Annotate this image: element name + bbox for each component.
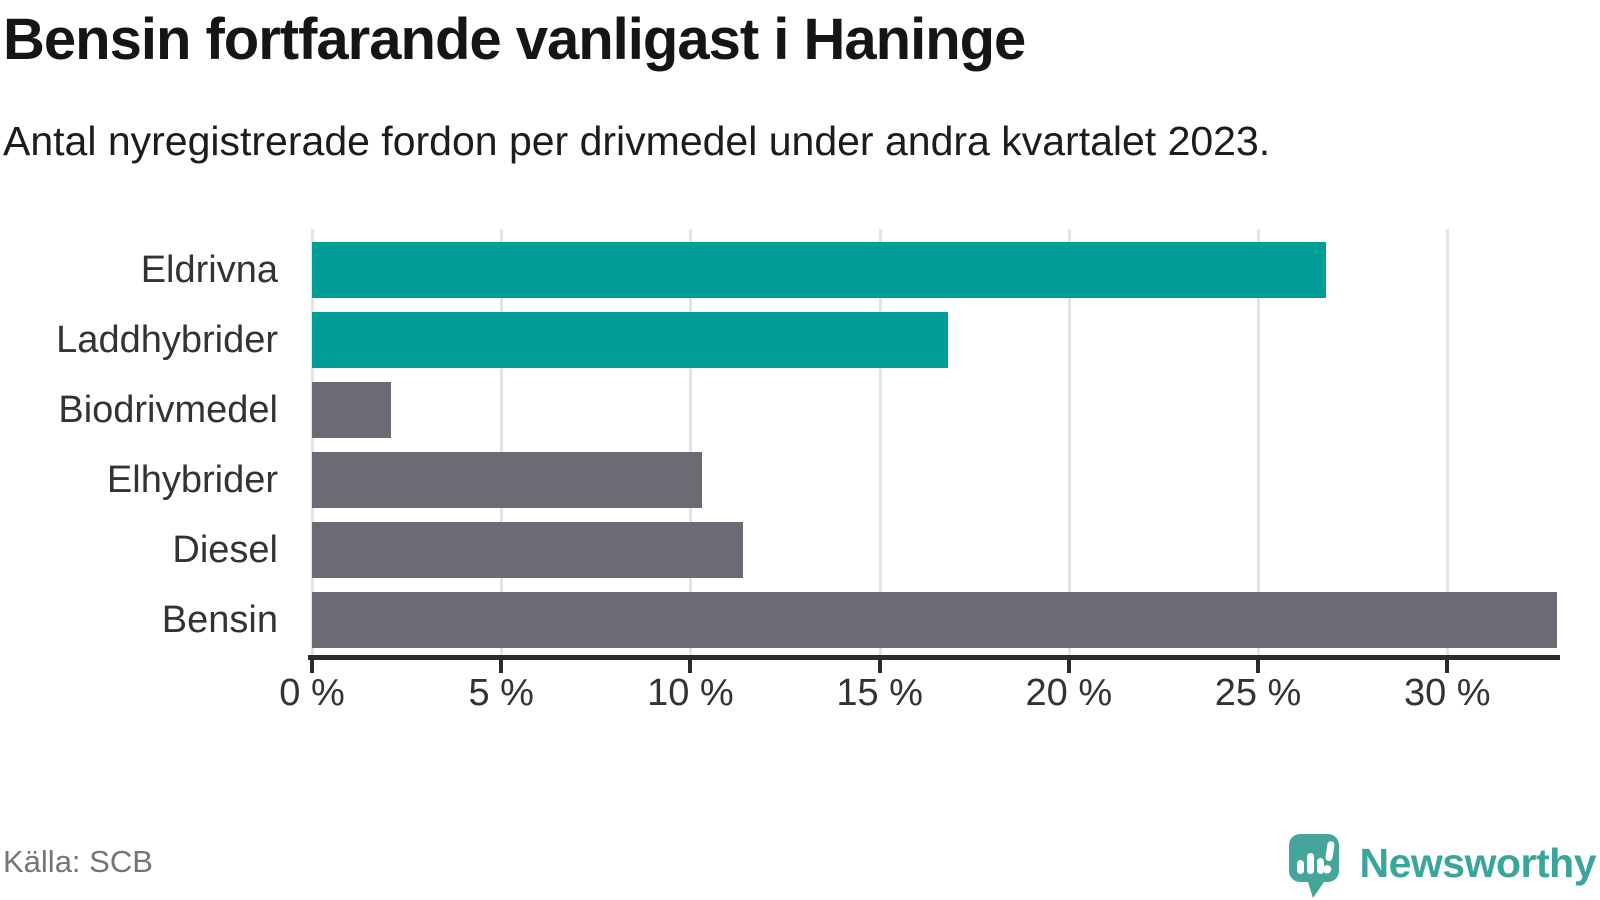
bar-row-elhybrider bbox=[312, 445, 1557, 515]
gridline-30 bbox=[1446, 229, 1450, 655]
x-tick-mark-10 bbox=[688, 660, 693, 673]
x-axis-tick-labels: 0 % 5 % 10 % 15 % 20 % 25 % 30 % bbox=[279, 672, 1557, 718]
gridline-15 bbox=[878, 229, 882, 655]
gridline-0 bbox=[311, 229, 314, 655]
x-tick-mark-30 bbox=[1445, 660, 1450, 673]
category-label-elhybrider: Elhybrider bbox=[106, 458, 278, 501]
x-axis-tick-marks bbox=[310, 660, 1557, 674]
x-tick-mark-15 bbox=[877, 660, 882, 673]
category-label-biodrivmedel: Biodrivmedel bbox=[58, 388, 278, 431]
x-tick-label-30: 30 % bbox=[1403, 672, 1491, 714]
chart-subtitle: Antal nyregistrerade fordon per drivmede… bbox=[3, 118, 1271, 164]
bar-laddhybrider bbox=[312, 312, 948, 368]
x-tick-label-25: 25 % bbox=[1214, 672, 1302, 714]
bar-bensin bbox=[312, 592, 1557, 648]
x-tick-mark-20 bbox=[1066, 660, 1071, 673]
source-note: Källa: SCB bbox=[3, 844, 153, 879]
plot-area bbox=[311, 229, 1557, 655]
bar-row-eldrivna bbox=[312, 235, 1557, 305]
gridline-10 bbox=[689, 229, 693, 655]
category-labels: Eldrivna Laddhybrider Biodrivmedel Elhybrid… bbox=[0, 235, 278, 655]
bar-row-laddhybrider bbox=[312, 305, 1557, 375]
x-axis-line bbox=[308, 655, 1560, 660]
chart-title: Bensin fortfarande vanligast i Haninge bbox=[3, 7, 1026, 72]
bar-diesel bbox=[312, 522, 744, 578]
x-tick-mark-0 bbox=[310, 660, 314, 673]
x-tick-label-15: 15 % bbox=[836, 672, 923, 714]
category-label-bensin: Bensin bbox=[161, 598, 278, 641]
x-tick-mark-25 bbox=[1256, 660, 1261, 673]
gridline-25 bbox=[1257, 229, 1261, 655]
gridline-20 bbox=[1067, 229, 1071, 655]
bar-row-biodrivmedel bbox=[312, 375, 1557, 445]
gridline-5 bbox=[500, 229, 504, 655]
bar-biodrivmedel bbox=[312, 382, 392, 438]
bar-elhybrider bbox=[312, 452, 702, 508]
newsworthy-wordmark: Newsworthy bbox=[1359, 839, 1597, 886]
bar-eldrivna bbox=[312, 242, 1327, 298]
x-tick-label-10: 10 % bbox=[647, 672, 734, 714]
x-tick-label-5: 5 % bbox=[468, 672, 534, 714]
category-label-diesel: Diesel bbox=[172, 528, 278, 571]
x-tick-mark-5 bbox=[499, 660, 504, 673]
newsworthy-brand: Newsworthy bbox=[1288, 833, 1597, 899]
x-tick-label-20: 20 % bbox=[1025, 672, 1113, 714]
category-label-eldrivna: Eldrivna bbox=[140, 248, 278, 291]
category-label-laddhybrider: Laddhybrider bbox=[56, 318, 278, 361]
x-tick-label-0: 0 % bbox=[279, 672, 345, 714]
newsworthy-logo-icon bbox=[1288, 834, 1339, 898]
bar-row-diesel bbox=[312, 515, 1557, 585]
bar-row-bensin bbox=[312, 585, 1557, 655]
